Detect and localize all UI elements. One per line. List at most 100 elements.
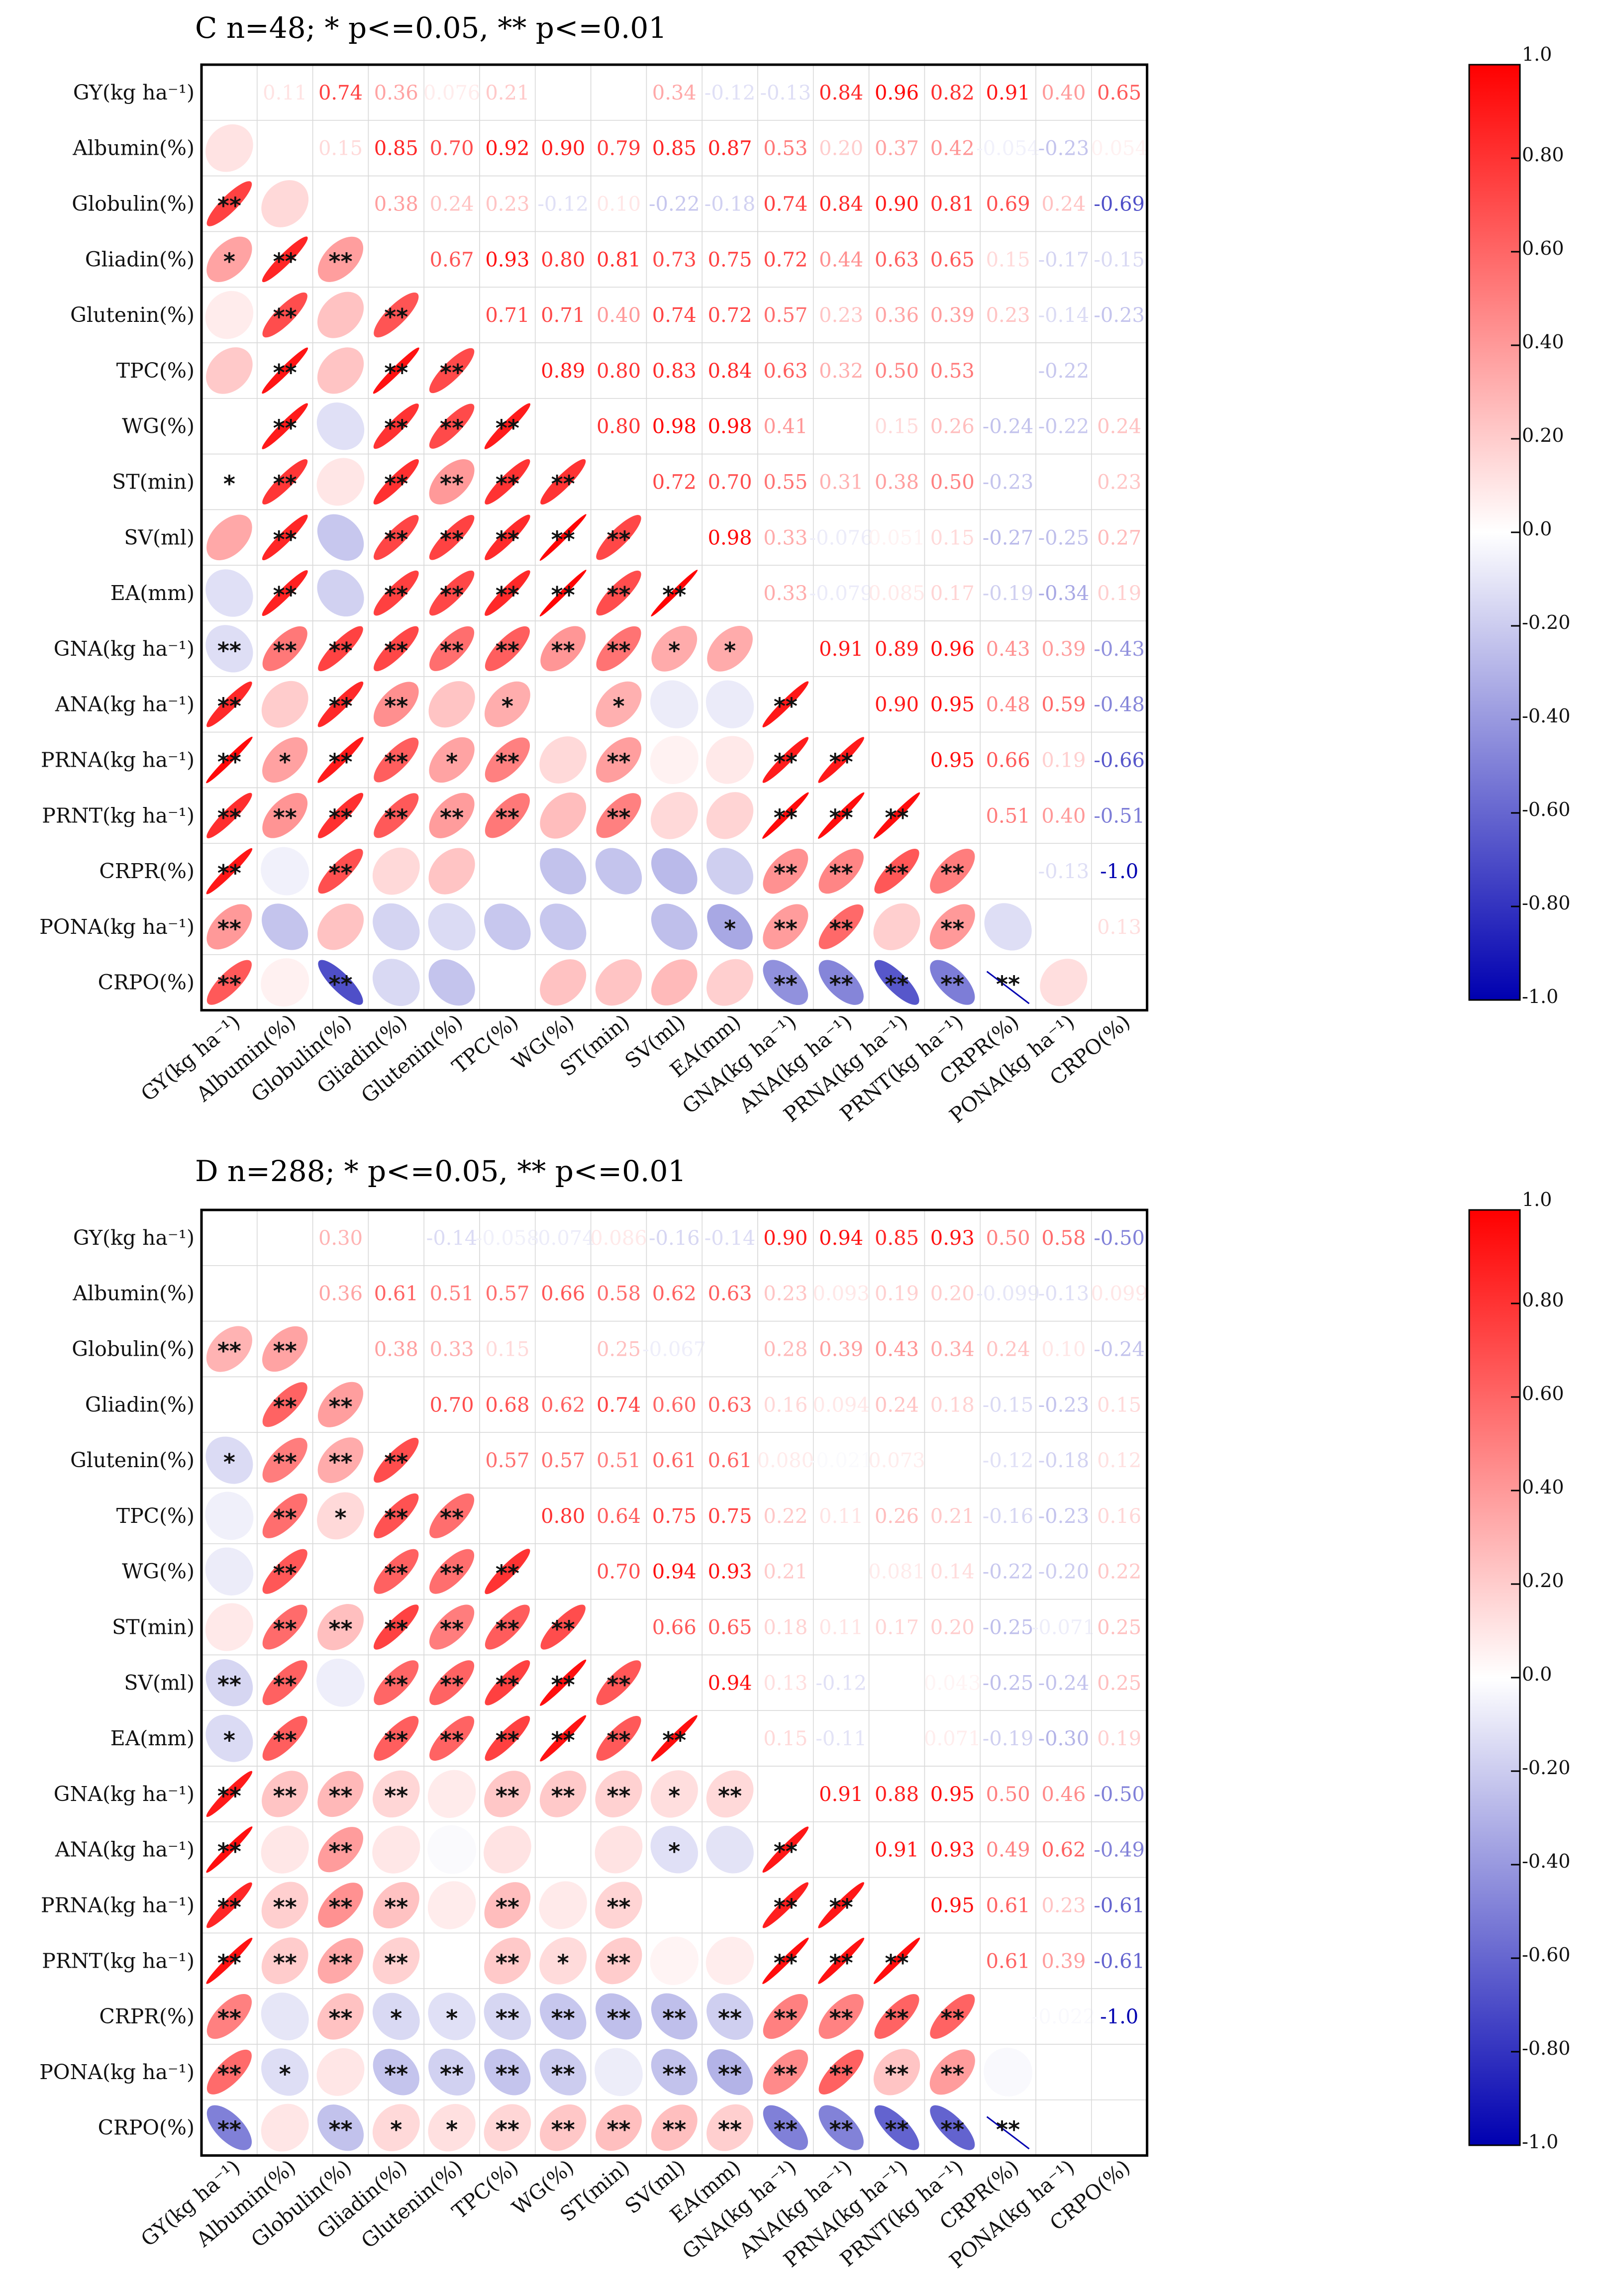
significance-mark: **	[273, 582, 297, 608]
correlation-ellipse	[706, 1825, 754, 1874]
significance-mark: **	[885, 2116, 908, 2143]
significance-mark: **	[940, 2061, 964, 2088]
correlation-label: 0.15	[485, 1338, 529, 1361]
significance-mark: *	[668, 637, 680, 664]
correlation-ellipse	[206, 1771, 253, 1817]
correlation-ellipse	[596, 626, 641, 671]
heatmap-panel-c: 0.11 0.74 0.36 0.076 0.21 0.34 -0.12 -0.13 0.84 0…	[39, 43, 1570, 1128]
correlation-label: 0.054	[1091, 137, 1148, 160]
correlation-ellipse	[984, 2048, 1032, 2096]
correlation-ellipse	[540, 1604, 586, 1650]
significance-mark: **	[273, 471, 297, 498]
colorbar-tick-label: 0.80	[1522, 1289, 1564, 1311]
significance-mark: **	[384, 1783, 408, 1809]
significance-mark: **	[273, 526, 297, 553]
panel-d-title: D n=288; * p<=0.05, ** p<=0.01	[195, 1154, 687, 1188]
correlation-ellipse	[429, 1660, 475, 1705]
row-label: Glutenin(%)	[70, 303, 195, 327]
significance-mark: **	[384, 749, 408, 776]
correlation-ellipse	[705, 736, 754, 784]
significance-mark: **	[496, 582, 519, 608]
correlation-label: 0.57	[763, 304, 807, 327]
correlation-ellipse	[317, 1382, 364, 1427]
correlation-label: 0.70	[708, 471, 752, 494]
significance-mark: **	[273, 1949, 297, 1976]
correlation-ellipse	[596, 737, 642, 783]
correlation-ellipse	[539, 736, 587, 784]
row-label: EA(mm)	[110, 581, 195, 605]
significance-mark: **	[217, 2005, 241, 2032]
significance-mark: **	[328, 1949, 352, 1976]
correlation-ellipse	[539, 1993, 587, 2040]
significance-mark: **	[885, 2005, 908, 2032]
significance-mark: **	[774, 749, 798, 776]
correlation-ellipse	[651, 2104, 698, 2151]
significance-mark: **	[829, 2061, 853, 2088]
correlation-ellipse	[317, 1771, 364, 1817]
correlation-label: 0.74	[652, 304, 697, 327]
correlation-label: 0.72	[652, 471, 697, 494]
correlation-ellipse	[206, 514, 252, 561]
correlation-label: -0.23	[983, 471, 1034, 494]
correlation-label: -0.19	[983, 1727, 1034, 1750]
correlation-ellipse	[262, 570, 308, 616]
significance-mark: **	[384, 1949, 408, 1976]
correlation-label: 0.15	[986, 248, 1030, 271]
correlation-label: -0.16	[649, 1227, 700, 1250]
correlation-label: 0.50	[875, 360, 919, 383]
correlation-label: -0.071	[1032, 1616, 1096, 1639]
correlation-label: 0.96	[930, 638, 975, 661]
correlation-label: -0.12	[815, 1672, 867, 1695]
row-label: GY(kg ha⁻¹)	[73, 81, 195, 104]
correlation-ellipse	[818, 2049, 864, 2095]
correlation-ellipse	[206, 904, 252, 950]
correlation-label: 0.94	[819, 1227, 863, 1250]
correlation-label: 0.42	[930, 137, 975, 160]
significance-mark: **	[606, 2005, 630, 2032]
correlation-label: 0.16	[1097, 1505, 1141, 1528]
correlation-ellipse	[818, 904, 864, 949]
correlation-label: 0.27	[1097, 526, 1141, 549]
correlation-ellipse	[651, 959, 698, 1005]
significance-mark: **	[774, 1949, 798, 1976]
significance-mark: **	[273, 1894, 297, 1921]
correlation-ellipse	[374, 626, 419, 672]
significance-mark: **	[384, 2061, 408, 2088]
significance-mark: **	[996, 2116, 1020, 2143]
correlation-ellipse	[930, 1994, 975, 2039]
correlation-label: -0.19	[983, 582, 1034, 605]
correlation-label: 0.84	[708, 360, 752, 383]
significance-mark: **	[384, 804, 408, 831]
significance-mark: **	[440, 415, 464, 442]
colorbar-tick-label: 0.60	[1522, 237, 1564, 259]
correlation-label: 0.64	[597, 1505, 641, 1528]
correlation-label: 0.90	[541, 137, 585, 160]
correlation-label: 0.98	[708, 415, 752, 438]
correlation-ellipse	[429, 1604, 475, 1650]
correlation-ellipse	[595, 1937, 642, 1985]
correlation-label: 0.39	[1041, 1950, 1086, 1973]
correlation-ellipse	[374, 1660, 419, 1705]
correlation-label: 0.25	[1097, 1616, 1141, 1639]
correlation-ellipse	[205, 1436, 253, 1484]
correlation-label: -0.22	[649, 193, 700, 216]
correlation-ellipse	[485, 514, 530, 561]
significance-mark: **	[384, 1727, 408, 1754]
correlation-label: 0.55	[763, 471, 807, 494]
correlation-ellipse	[374, 737, 419, 783]
correlation-label: 0.73	[652, 248, 697, 271]
row-label: Gliadin(%)	[85, 1393, 195, 1416]
correlation-label: 0.80	[541, 1505, 585, 1528]
significance-mark: **	[273, 1616, 297, 1643]
correlation-ellipse	[373, 403, 419, 449]
row-label: Globulin(%)	[72, 192, 195, 216]
correlation-label: -0.50	[1094, 1783, 1145, 1806]
correlation-ellipse	[205, 291, 254, 339]
correlation-label: -1.0	[1100, 860, 1138, 883]
significance-mark: **	[551, 2005, 575, 2032]
correlation-ellipse	[374, 1493, 419, 1539]
significance-mark: **	[496, 526, 519, 553]
correlation-ellipse	[484, 1937, 531, 1985]
correlation-ellipse	[485, 459, 530, 505]
